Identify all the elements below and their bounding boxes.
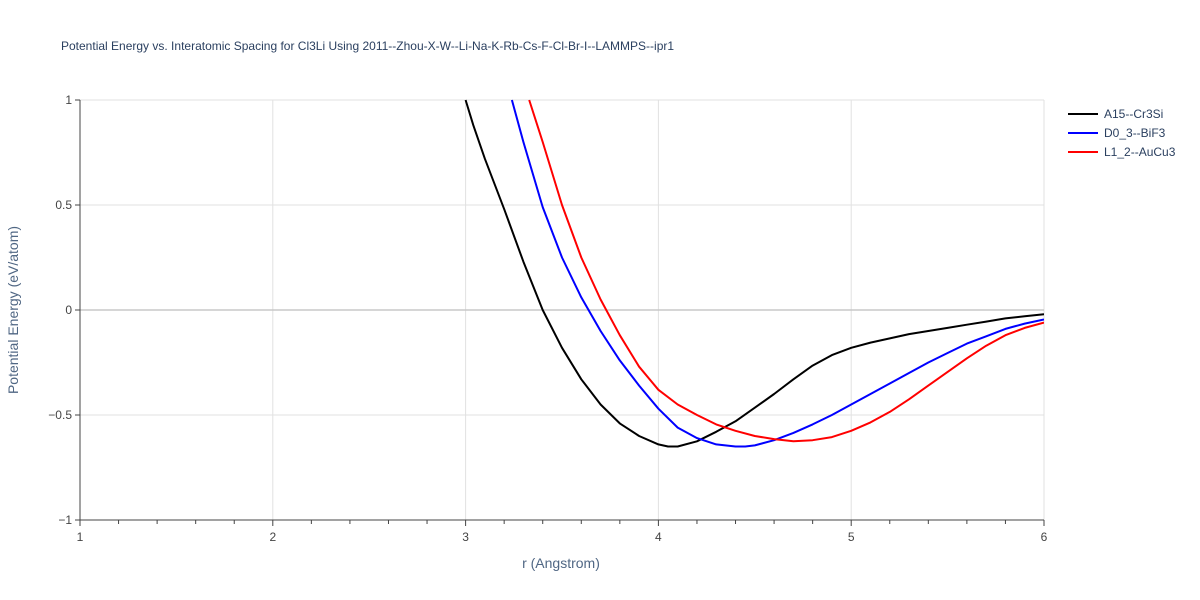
y-tick-label: −1 [58,513,72,527]
legend-item[interactable]: D0_3--BiF3 [1068,126,1166,140]
series-line-0 [464,99,1044,448]
series-line-1 [510,99,1044,448]
y-axis-ticks: −1 −0.5 0 0.5 1 [48,93,80,527]
x-tick-label: 2 [269,530,276,544]
x-tick-label: 3 [462,530,469,544]
legend-label: L1_2--AuCu3 [1104,145,1176,159]
x-tick-label: 1 [77,530,84,544]
x-axis-ticks: 1 2 3 4 5 6 [77,520,1048,544]
y-tick-label: 0 [65,303,72,317]
series-line-2 [528,99,1044,443]
legend-label: A15--Cr3Si [1104,107,1163,121]
y-tick-label: 0.5 [55,198,72,212]
y-tick-label: 1 [65,93,72,107]
legend-item[interactable]: A15--Cr3Si [1068,107,1163,121]
chart-title: Potential Energy vs. Interatomic Spacing… [61,39,674,53]
legend[interactable]: A15--Cr3Si D0_3--BiF3 L1_2--AuCu3 [1068,107,1176,159]
x-tick-label: 6 [1041,530,1048,544]
plot-area [464,99,1044,448]
y-tick-label: −0.5 [48,408,72,422]
y-axis-title: Potential Energy (eV/atom) [5,226,21,394]
x-tick-label: 5 [848,530,855,544]
legend-label: D0_3--BiF3 [1104,126,1166,140]
x-axis-title: r (Angstrom) [522,555,600,571]
legend-item[interactable]: L1_2--AuCu3 [1068,145,1176,159]
x-tick-label: 4 [655,530,662,544]
